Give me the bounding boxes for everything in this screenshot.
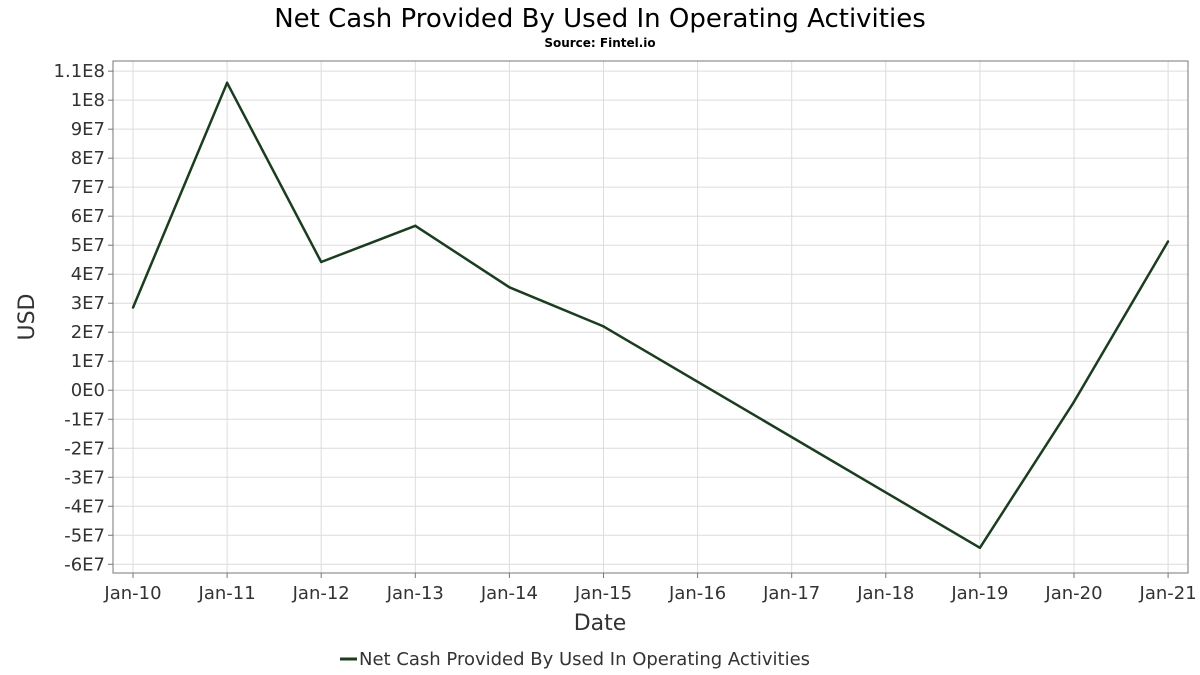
y-tick-label: -3E7 bbox=[64, 467, 105, 488]
legend-label: Net Cash Provided By Used In Operating A… bbox=[359, 649, 810, 670]
y-tick-label: -2E7 bbox=[64, 438, 105, 459]
x-tick-label: Jan-19 bbox=[950, 583, 1008, 604]
legend: Net Cash Provided By Used In Operating A… bbox=[340, 649, 810, 670]
y-tick-label: -5E7 bbox=[64, 525, 105, 546]
x-tick-label: Jan-11 bbox=[198, 583, 256, 604]
x-tick-label: Jan-10 bbox=[103, 583, 161, 604]
data-point bbox=[320, 260, 323, 264]
y-tick-label: 5E7 bbox=[71, 235, 105, 256]
series-layer bbox=[131, 81, 1170, 550]
series-line bbox=[131, 81, 1170, 550]
x-tick-label: Jan-17 bbox=[762, 583, 820, 604]
x-tick-label: Jan-12 bbox=[292, 583, 350, 604]
grid bbox=[113, 61, 1188, 573]
x-tick-label: Jan-16 bbox=[668, 583, 726, 604]
data-point bbox=[131, 306, 135, 309]
x-tick-label: Jan-18 bbox=[856, 583, 914, 604]
y-tick-label: -1E7 bbox=[64, 409, 105, 430]
x-axis: Jan-10 Jan-11 Jan-12 Jan-13 Jan-14 Jan-15 Jan-… bbox=[103, 573, 1197, 604]
data-point bbox=[1166, 240, 1170, 243]
x-tick-label: Jan-20 bbox=[1044, 583, 1102, 604]
y-axis: 1.1E8 1E8 9E7 8E7 7E7 6E7 5E7 4E7 3E7 2E7 1E7 0E0 -1… bbox=[54, 61, 113, 575]
chart-title: Net Cash Provided By Used In Operating A… bbox=[274, 4, 926, 34]
y-tick-label: -4E7 bbox=[64, 496, 105, 517]
data-point bbox=[978, 546, 982, 549]
x-tick-label: Jan-15 bbox=[574, 583, 632, 604]
y-tick-label: 3E7 bbox=[71, 293, 105, 314]
y-tick-label: 7E7 bbox=[71, 177, 105, 198]
data-point bbox=[414, 224, 417, 227]
y-axis-label: USD bbox=[15, 293, 40, 340]
y-tick-label: -6E7 bbox=[64, 554, 105, 575]
y-tick-label: 2E7 bbox=[71, 322, 105, 343]
chart-subtitle: Source: Fintel.io bbox=[544, 36, 655, 50]
x-tick-label: Jan-13 bbox=[386, 583, 444, 604]
x-axis-label: Date bbox=[574, 611, 627, 636]
y-tick-label: 1E8 bbox=[71, 90, 105, 111]
data-point bbox=[1072, 400, 1076, 404]
y-tick-label: 9E7 bbox=[71, 119, 105, 140]
plot-area bbox=[112, 60, 1189, 574]
y-tick-label: 1.1E8 bbox=[54, 61, 105, 82]
y-tick-label: 1E7 bbox=[71, 351, 105, 372]
data-point bbox=[508, 286, 511, 289]
data-point bbox=[225, 81, 229, 84]
y-tick-label: 4E7 bbox=[71, 264, 105, 285]
y-tick-label: 0E0 bbox=[71, 380, 105, 401]
data-point bbox=[602, 325, 605, 328]
y-tick-label: 6E7 bbox=[71, 206, 105, 227]
y-tick-label: 8E7 bbox=[71, 148, 105, 169]
x-tick-label: Jan-14 bbox=[480, 583, 538, 604]
x-tick-label: Jan-21 bbox=[1139, 583, 1197, 604]
